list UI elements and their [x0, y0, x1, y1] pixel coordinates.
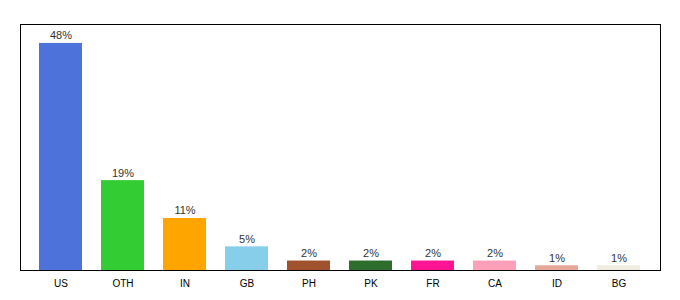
svg-text:11%: 11% — [174, 204, 195, 216]
svg-text:1%: 1% — [549, 252, 565, 264]
svg-text:2%: 2% — [425, 247, 441, 259]
svg-text:PH: PH — [302, 278, 316, 289]
svg-text:CA: CA — [488, 278, 502, 289]
svg-text:OTH: OTH — [112, 278, 133, 289]
svg-text:48%: 48% — [50, 29, 72, 41]
svg-text:ID: ID — [552, 278, 562, 289]
svg-text:5%: 5% — [239, 233, 255, 245]
svg-text:BG: BG — [612, 278, 627, 289]
svg-text:19%: 19% — [112, 167, 134, 179]
svg-text:IN: IN — [180, 278, 190, 289]
svg-text:US: US — [54, 278, 68, 289]
svg-text:2%: 2% — [301, 247, 317, 259]
svg-text:GB: GB — [240, 278, 255, 289]
svg-text:2%: 2% — [487, 247, 503, 259]
svg-text:PK: PK — [364, 278, 378, 289]
svg-text:FR: FR — [426, 278, 439, 289]
svg-text:1%: 1% — [611, 252, 627, 264]
svg-text:2%: 2% — [363, 247, 379, 259]
